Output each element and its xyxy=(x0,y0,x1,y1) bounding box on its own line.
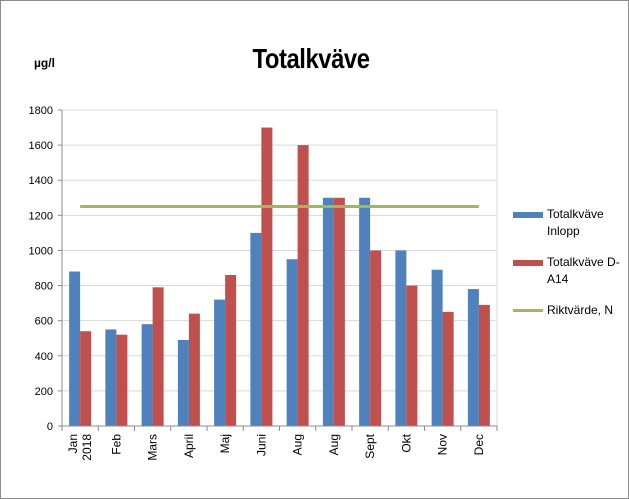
x-tick-label: Juni xyxy=(254,434,268,456)
legend-label-da14: Totalkväve D-A14 xyxy=(547,255,620,286)
bar-da14 xyxy=(116,334,128,426)
bar-inlopp xyxy=(141,324,153,426)
x-tick-label: Aug xyxy=(291,434,305,455)
legend-swatch-da14 xyxy=(513,260,543,266)
x-tick-label: Aug xyxy=(327,434,341,455)
bar-da14 xyxy=(442,311,454,426)
y-tick-label: 200 xyxy=(35,386,53,398)
x-tick-label: Sept xyxy=(363,433,377,458)
bar-da14 xyxy=(152,287,164,426)
y-tick-label: 1800 xyxy=(29,105,53,117)
x-tick-label: Dec xyxy=(472,434,486,455)
bar-da14 xyxy=(406,285,418,426)
y-tick-label: 0 xyxy=(47,421,53,433)
chart-title: Totalkväve xyxy=(252,43,370,74)
x-tick-label: Maj xyxy=(218,434,232,453)
bar-inlopp xyxy=(105,329,117,426)
legend-swatch-inlopp xyxy=(513,212,543,218)
legend-label-inlopp: Totalkväve Inlopp xyxy=(547,207,604,238)
y-tick-label: 1000 xyxy=(29,245,53,257)
y-tick-label: 400 xyxy=(35,351,53,363)
x-tick-label: Feb xyxy=(109,434,123,455)
legend-swatch-riktvarde xyxy=(513,309,543,312)
bar-da14 xyxy=(333,197,345,426)
x-tick-label: Okt xyxy=(399,433,413,452)
bar-inlopp xyxy=(177,339,189,426)
bar-inlopp xyxy=(286,259,298,426)
x-tick-label: Mars xyxy=(146,434,160,461)
x-tick-label: Nov xyxy=(436,434,450,455)
bar-da14 xyxy=(478,304,490,426)
bar-da14 xyxy=(297,145,309,426)
x-tick-label: Jan2018 xyxy=(66,434,94,461)
y-axis-unit-label: µg/l xyxy=(34,56,55,70)
bar-da14 xyxy=(370,250,382,426)
bar-inlopp xyxy=(359,197,371,426)
bar-da14 xyxy=(225,275,237,426)
bar-da14 xyxy=(261,127,273,427)
legend-label-riktvarde: Riktvärde, N xyxy=(547,303,614,317)
bar-inlopp xyxy=(431,269,443,426)
y-tick-label: 1400 xyxy=(29,175,53,187)
y-tick-label: 800 xyxy=(35,281,53,293)
bar-da14 xyxy=(188,313,200,426)
y-tick-label: 600 xyxy=(35,316,53,328)
x-tick-label: April xyxy=(182,434,196,458)
bar-inlopp xyxy=(214,299,226,426)
bar-inlopp xyxy=(467,289,479,426)
y-tick-label: 1600 xyxy=(29,140,53,152)
y-tick-label: 1200 xyxy=(29,210,53,222)
bar-inlopp xyxy=(322,197,334,426)
bar-inlopp xyxy=(250,232,262,426)
bar-da14 xyxy=(80,331,92,426)
bar-inlopp xyxy=(395,250,407,426)
bar-inlopp xyxy=(69,271,81,426)
